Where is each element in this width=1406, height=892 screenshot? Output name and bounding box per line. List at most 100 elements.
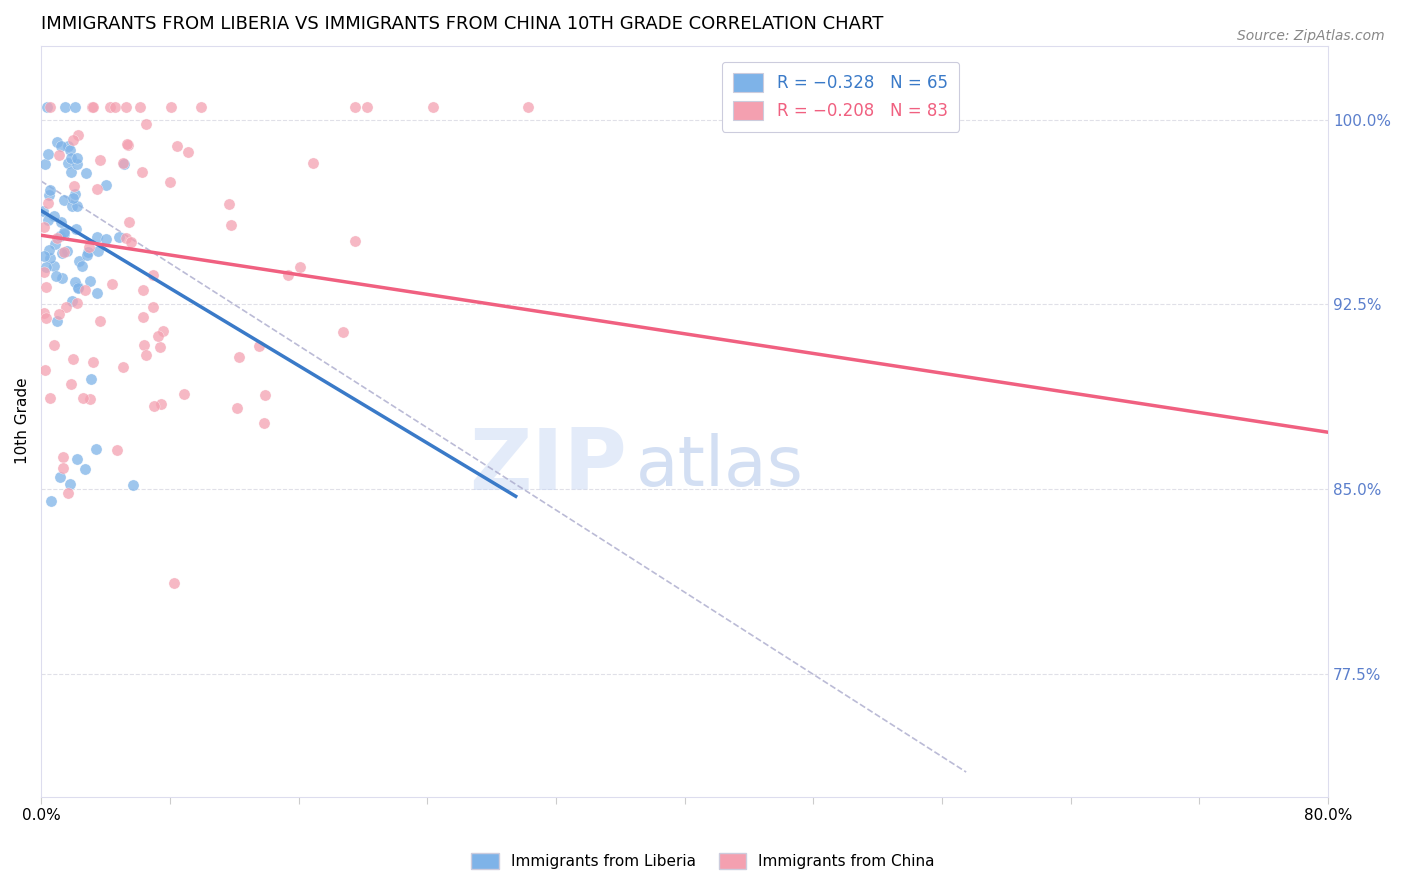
Point (38, 251, 60, 265)
Point (56, 485, 79, 500)
Point (35, 311, 58, 326)
Point (42, 209, 65, 223)
Point (59, 164, 82, 178)
Point (105, 442, 128, 457)
Point (45, 268, 67, 283)
Point (34, 306, 56, 320)
Point (149, 397, 172, 411)
Point (66, 199, 89, 213)
Point (31, 204, 53, 219)
Point (70, 259, 93, 273)
Point (111, 155, 134, 169)
Text: Source: ZipAtlas.com: Source: ZipAtlas.com (1237, 29, 1385, 43)
Point (49, 469, 72, 483)
Point (254, 388, 277, 402)
Point (86, 229, 108, 244)
Point (142, 268, 165, 283)
Point (59, 151, 82, 165)
Point (34, 157, 56, 171)
Point (39, 494, 62, 508)
Point (87, 244, 110, 259)
Point (107, 230, 129, 244)
Point (63, 275, 86, 289)
Point (56, 156, 79, 170)
Text: ZIP: ZIP (470, 425, 627, 508)
Point (62, 133, 84, 147)
Point (129, 100, 152, 114)
Point (44, 236, 66, 251)
Point (135, 348, 157, 362)
Point (86, 286, 108, 301)
Point (67, 253, 90, 268)
Point (62, 178, 84, 193)
Point (76, 248, 98, 262)
Point (356, 100, 378, 114)
Point (44, 259, 66, 273)
Point (35, 100, 58, 114)
Point (66, 151, 89, 165)
Point (63, 100, 86, 114)
Point (35, 260, 58, 274)
Point (48, 229, 70, 244)
Point (120, 235, 142, 249)
Point (53, 245, 76, 260)
Point (112, 157, 135, 171)
Point (48, 308, 70, 322)
Point (66, 128, 89, 142)
Point (45, 231, 67, 245)
Point (516, 100, 538, 114)
Point (166, 139, 188, 153)
Point (89, 153, 111, 167)
Point (37, 147, 59, 161)
Point (247, 339, 270, 353)
Point (62, 352, 84, 367)
Point (73, 462, 96, 476)
Point (163, 576, 186, 591)
Point (34, 363, 56, 377)
Point (32, 249, 55, 263)
Point (77, 244, 100, 259)
Point (100, 277, 122, 292)
Point (146, 328, 169, 343)
Point (422, 100, 444, 114)
Point (38, 243, 60, 257)
Point (65, 222, 87, 236)
Point (135, 117, 157, 131)
Point (53, 193, 76, 207)
Point (66, 157, 89, 171)
Point (134, 337, 156, 351)
Y-axis label: 10th Grade: 10th Grade (15, 378, 30, 465)
Point (66, 296, 89, 310)
Point (51, 215, 73, 229)
Point (86, 181, 108, 195)
Point (159, 175, 181, 189)
Point (142, 399, 165, 413)
Point (60, 294, 83, 309)
Point (228, 351, 250, 365)
Point (42, 338, 65, 352)
Point (152, 324, 174, 338)
Point (38, 183, 60, 197)
Point (52, 225, 75, 239)
Point (53, 100, 76, 114)
Point (190, 100, 212, 114)
Point (37, 196, 59, 211)
Point (226, 401, 249, 415)
Point (55, 244, 77, 258)
Point (115, 231, 138, 245)
Point (52, 227, 75, 241)
Point (122, 478, 145, 492)
Point (104, 100, 127, 114)
Point (117, 138, 139, 153)
Point (52, 450, 75, 464)
Point (34, 219, 56, 234)
Point (96, 178, 118, 193)
Point (48, 148, 70, 162)
Point (131, 165, 153, 179)
Point (34, 265, 56, 279)
Point (62, 191, 84, 205)
Point (79, 274, 101, 288)
Point (65, 452, 87, 467)
Point (132, 283, 155, 297)
Point (52, 460, 75, 475)
